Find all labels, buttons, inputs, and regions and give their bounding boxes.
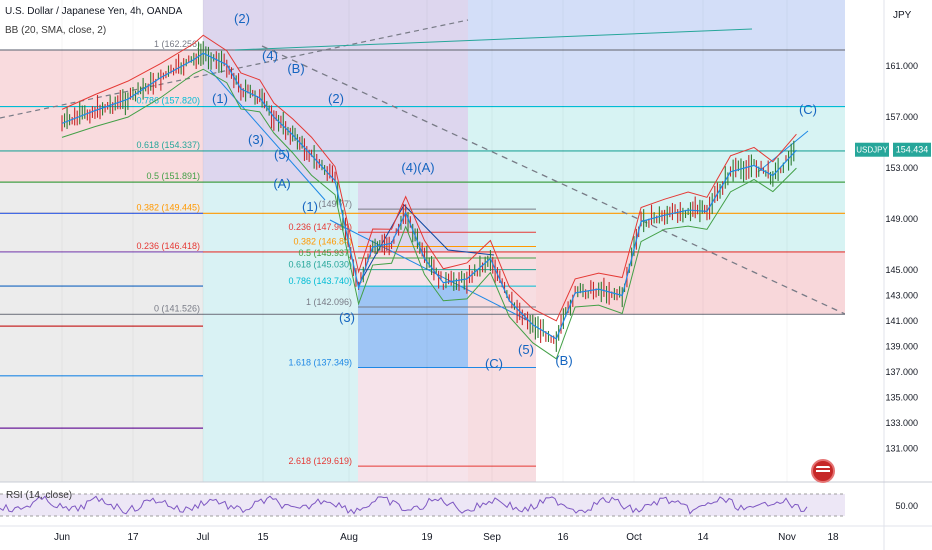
wave-label: (3) [339, 310, 355, 325]
x-tick-label: Oct [626, 532, 642, 543]
y-tick-label: 153.000 [885, 163, 918, 173]
fib-level-label: 0.382 (149.445) [136, 202, 200, 212]
wave-label: (1) [302, 199, 318, 214]
fib2-level-label: 0.786 (143.740) [288, 276, 352, 286]
x-tick-label: 14 [697, 532, 709, 543]
wave-label: (1) [212, 91, 228, 106]
fib2-level-label: 0.618 (145.030) [288, 260, 352, 270]
last-price-tag [893, 142, 931, 157]
zone-right-pink-low [468, 251, 536, 482]
zone-right-white [536, 314, 845, 482]
y-tick-label: 133.000 [885, 418, 918, 428]
x-tick-label: Jul [197, 532, 210, 543]
x-tick-label: 16 [557, 532, 569, 543]
symbol-label: USDJPY [856, 146, 888, 155]
wave-label: (B) [287, 61, 304, 76]
wave-label: (2) [234, 11, 250, 26]
x-tick-label: Jun [54, 532, 70, 543]
fib2-level-label: 0.236 (147.964) [288, 222, 352, 232]
currency-label: JPY [893, 10, 912, 21]
dashed-down-trend [261, 45, 846, 315]
zone-mid-cyan [203, 182, 358, 482]
trend-line [234, 28, 753, 51]
zone-left-grey [0, 182, 203, 482]
wave-label: (2) [328, 91, 344, 106]
wave-label: (C) [485, 356, 503, 371]
price-axis [845, 0, 932, 550]
impulse-line [209, 69, 326, 201]
fib2-level-label: 2.618 (129.619) [288, 456, 352, 466]
dashed-trend-line [0, 19, 469, 119]
fib-level-label: 1 (162.256) [154, 39, 200, 49]
y-tick-label: 149.000 [885, 214, 918, 224]
x-tick-label: 19 [421, 532, 433, 543]
wave-label: (A) [273, 176, 290, 191]
y-tick-label: 141.000 [885, 316, 918, 326]
last-price-label: 154.434 [896, 145, 929, 155]
y-tick-label: 131.000 [885, 444, 918, 454]
fib-level-label: 0.236 (146.418) [136, 241, 200, 251]
x-tick-label: 18 [827, 532, 839, 543]
x-tick-label: 15 [257, 532, 269, 543]
wave-label: (5) [518, 342, 534, 357]
fib-level-label: 0 (141.526) [154, 303, 200, 313]
y-tick-label: 157.000 [885, 112, 918, 122]
wave-c-line [757, 130, 809, 173]
fib2-level-label: 1.618 (137.349) [288, 358, 352, 368]
bb-upper-band [61, 34, 797, 322]
fib-level-label: 0.786 (157.820) [136, 96, 200, 106]
zone-blue-block [358, 286, 468, 368]
zone-top-red [0, 49, 203, 183]
us-flag-icon [811, 459, 835, 483]
rsi-tick-label: 50.00 [895, 501, 918, 511]
fib-level-label: 0.618 (154.337) [136, 140, 200, 150]
rsi-line [0, 495, 808, 515]
zone-right-red [536, 251, 845, 315]
x-tick-label: Sep [483, 532, 501, 543]
rsi-indicator-label[interactable]: RSI (14, close) [6, 490, 73, 501]
y-tick-label: 135.000 [885, 393, 918, 403]
x-tick-label: Aug [340, 532, 358, 543]
bb-indicator-label[interactable]: BB (20, SMA, close, 2) [5, 25, 107, 36]
y-tick-label: 137.000 [885, 367, 918, 377]
chart-title: U.S. Dollar / Japanese Yen, 4h, OANDA [5, 6, 183, 17]
zone-right-cyan [468, 106, 845, 252]
wave-label: (5) [274, 147, 290, 162]
y-tick-label: 161.000 [885, 61, 918, 71]
x-tick-label: 17 [127, 532, 139, 543]
wave-label: (3) [248, 132, 264, 147]
fib2-level-label: (149.77) [318, 199, 352, 209]
wave-label: (B) [555, 353, 572, 368]
bb-basis-line [61, 52, 797, 340]
y-tick-label: 145.000 [885, 265, 918, 275]
wave-label: (C) [799, 102, 817, 117]
fib2-level-label: 0.5 (145.937) [298, 248, 352, 258]
x-tick-label: Nov [778, 532, 796, 543]
channel-line [329, 219, 528, 321]
y-tick-label: 143.000 [885, 291, 918, 301]
zone-right-blue [468, 0, 845, 107]
fib2-level-label: 1 (142.096) [306, 297, 352, 307]
fib2-level-label: 0.382 (146.84) [293, 237, 352, 247]
y-tick-label: 139.000 [885, 342, 918, 352]
wave-label: (4) [262, 48, 278, 63]
symbol-tag [855, 142, 889, 157]
wave-label: (4)(A) [401, 160, 434, 175]
fib-level-label: 0.5 (151.891) [146, 171, 200, 181]
bb-lower-band [61, 68, 797, 360]
